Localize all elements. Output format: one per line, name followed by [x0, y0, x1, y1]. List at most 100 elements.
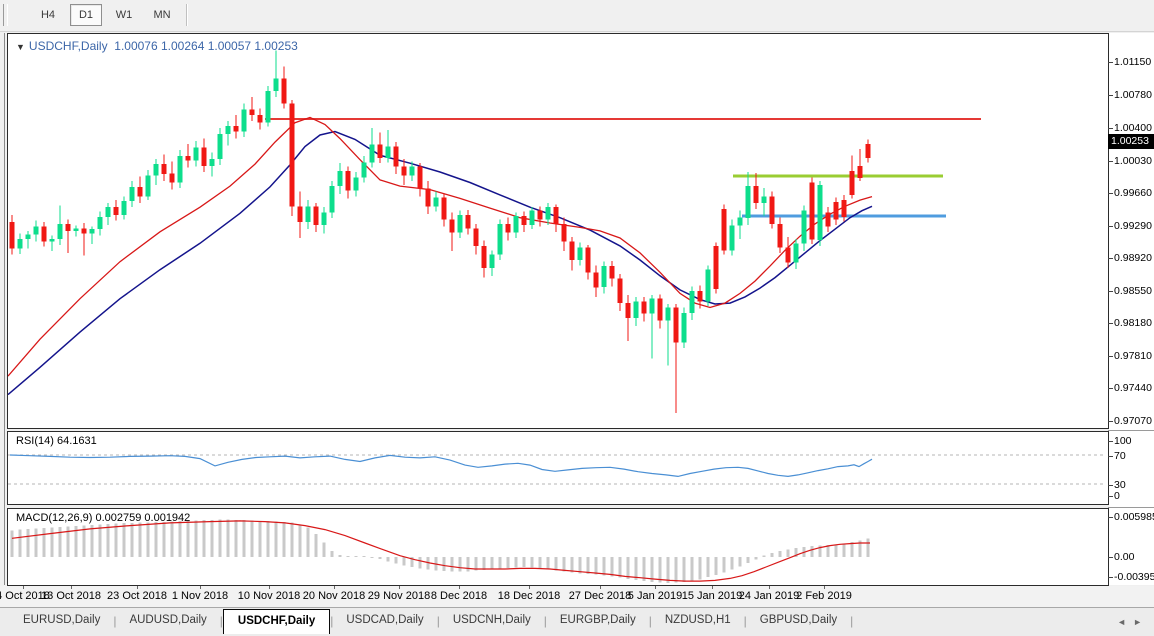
candle-body: [225, 126, 231, 135]
tab-scroll-right-icon[interactable]: ►: [1133, 617, 1142, 627]
macd-histogram-bar: [186, 520, 190, 557]
date-axis-label: 24 Jan 2019: [738, 590, 800, 602]
tab-scroll-left-icon[interactable]: ◄: [1117, 617, 1126, 627]
candle-body: [785, 247, 791, 263]
ma-slow-line: [8, 130, 873, 396]
chart-tab-usdchf[interactable]: USDCHF,Daily: [222, 609, 331, 634]
chart-tab-usdcad[interactable]: USDCAD,Daily: [346, 614, 424, 626]
candle-body: [321, 212, 327, 225]
macd-histogram-bar: [258, 520, 262, 557]
chart-tab-gbpusd[interactable]: GBPUSD,Daily: [759, 614, 838, 626]
candle-body: [497, 223, 503, 255]
macd-histogram-bar: [194, 520, 198, 557]
tab-separator: |: [648, 614, 652, 628]
chart-tab-eurusd[interactable]: EURUSD,Daily: [23, 614, 101, 626]
macd-histogram-bar: [690, 557, 694, 582]
candle-body: [441, 197, 447, 220]
macd-axis-tick: [1108, 557, 1113, 558]
period-tab-h4[interactable]: H4: [40, 9, 56, 21]
price-axis-column[interactable]: [1109, 33, 1154, 585]
candle-wick: [27, 230, 29, 249]
candle-body: [481, 245, 487, 268]
candle-body: [57, 223, 63, 239]
candle-body: [681, 312, 687, 343]
candle-body: [721, 208, 727, 251]
price-axis-tick: [1108, 258, 1113, 260]
macd-canvas[interactable]: [8, 509, 1106, 583]
price-axis-label: 0.99660: [1114, 187, 1152, 200]
macd-histogram-bar: [66, 526, 70, 557]
candle-wick: [75, 225, 77, 237]
macd-axis-tick: [1108, 577, 1113, 578]
candle-body: [689, 290, 695, 313]
macd-histogram-bar: [130, 522, 134, 557]
macd-histogram-bar: [138, 522, 142, 557]
chart-tab-nzdusd[interactable]: NZDUSD,H1: [664, 614, 731, 626]
date-axis-tick: [769, 586, 770, 589]
price-chart-canvas[interactable]: [8, 34, 1106, 426]
macd-histogram-bar: [626, 557, 630, 579]
candle-body: [17, 238, 23, 249]
candle-wick: [83, 223, 85, 256]
period-tab-w1[interactable]: W1: [115, 9, 133, 21]
candle-body: [217, 134, 223, 159]
toolbar-grip-icon[interactable]: [3, 4, 8, 26]
macd-histogram-bar: [426, 557, 430, 570]
macd-histogram-bar: [282, 522, 286, 557]
candle-body: [353, 177, 359, 191]
macd-histogram-bar: [562, 557, 566, 572]
candle-body: [9, 222, 15, 249]
candle-body: [377, 144, 383, 158]
date-axis-tick: [269, 586, 270, 589]
chart-tab-eurgbp[interactable]: EURGBP,Daily: [559, 614, 636, 626]
macd-histogram-bar: [698, 557, 702, 580]
date-axis[interactable]: 4 Oct 2018 13 Oct 2018 23 Oct 2018 1 Nov 20…: [0, 586, 1154, 607]
macd-histogram-bar: [146, 522, 150, 557]
candle-body: [601, 266, 607, 288]
price-chart-pane[interactable]: ▼ USDCHF,Daily 1.00076 1.00264 1.00057 1.…: [7, 33, 1109, 429]
candle-body: [625, 303, 631, 319]
candle-body: [585, 247, 591, 273]
macd-histogram-bar: [738, 557, 742, 567]
chart-tab-audusd[interactable]: AUDUSD,Daily: [129, 614, 207, 626]
macd-histogram-bar: [354, 556, 358, 558]
macd-histogram-bar: [90, 524, 94, 557]
candle-body: [633, 301, 639, 318]
macd-histogram-bar: [866, 538, 870, 557]
macd-histogram-bar: [442, 557, 446, 572]
toolbar-separator: [186, 4, 188, 26]
candle-body: [329, 186, 335, 213]
date-axis-label: 23 Oct 2018: [107, 590, 167, 602]
date-axis-tick: [824, 586, 825, 589]
ma-fast-line: [8, 116, 873, 377]
rsi-indicator-pane[interactable]: RSI(14) 64.1631: [7, 431, 1109, 505]
horizontal-line-hline_green: [733, 174, 943, 178]
candle-body: [617, 278, 623, 304]
price-axis-label: 0.98180: [1114, 317, 1152, 330]
date-axis-tick: [399, 586, 400, 589]
candle-body: [745, 186, 751, 218]
period-tab-d1[interactable]: D1: [70, 4, 102, 26]
candle-body: [737, 217, 743, 226]
macd-histogram-bar: [450, 557, 454, 572]
macd-axis-label: 0.00: [1114, 551, 1135, 563]
macd-histogram-bar: [770, 553, 774, 557]
rsi-line: [9, 454, 873, 478]
chevron-down-icon[interactable]: ▼: [16, 42, 25, 52]
macd-indicator-pane[interactable]: MACD(12,26,9) 0.002759 0.001942: [7, 508, 1109, 586]
date-axis-label: 13 Oct 2018: [41, 590, 101, 602]
macd-histogram-bar: [730, 557, 734, 570]
candle-body: [289, 103, 295, 207]
macd-histogram-bar: [298, 524, 302, 557]
macd-histogram-bar: [242, 520, 246, 557]
macd-histogram-bar: [530, 557, 534, 568]
rsi-canvas[interactable]: [8, 432, 1106, 502]
candle-body: [793, 243, 799, 263]
period-tab-mn[interactable]: MN: [153, 9, 171, 21]
chart-tab-usdcnh[interactable]: USDCNH,Daily: [452, 614, 531, 626]
candle-body: [593, 272, 599, 288]
candle-body: [65, 223, 71, 231]
macd-histogram-bar: [218, 519, 222, 557]
macd-histogram-bar: [842, 543, 846, 557]
